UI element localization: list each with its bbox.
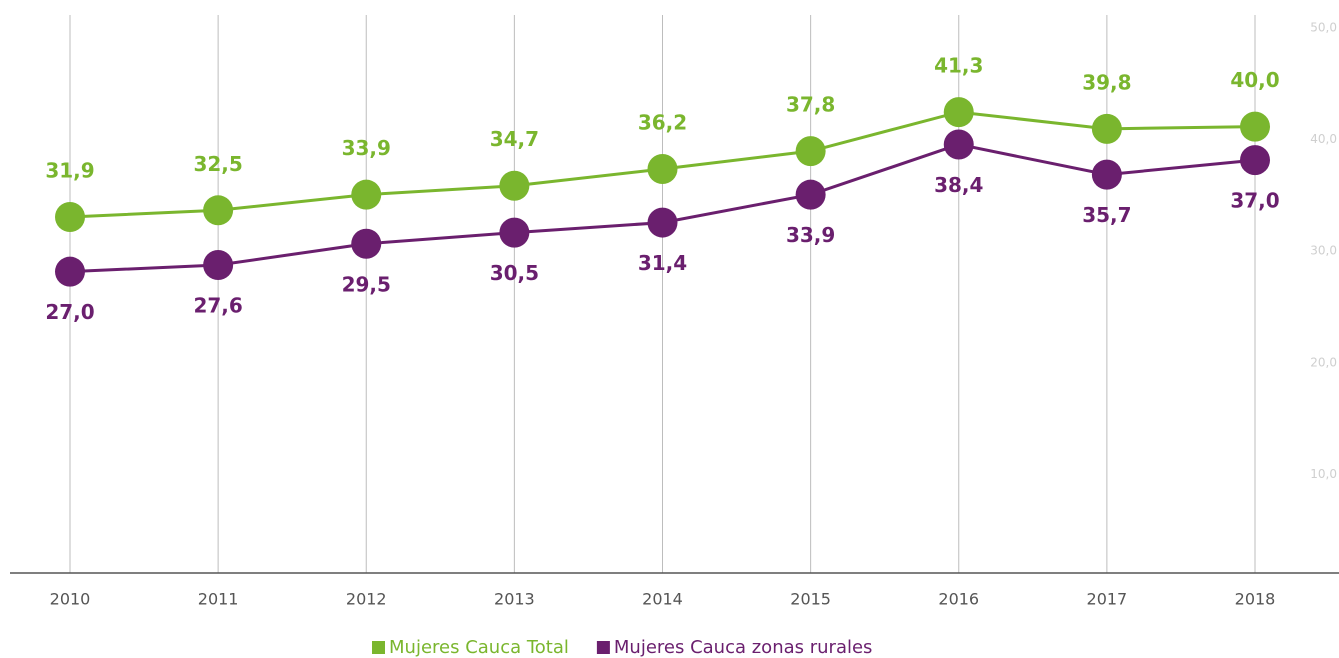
data-label: 31,4	[638, 251, 687, 275]
y-tick-label: 40,0	[1310, 132, 1337, 146]
point	[203, 249, 234, 280]
data-label: 36,2	[638, 111, 687, 135]
x-tick-label: 2017	[1087, 590, 1128, 609]
data-label: 35,7	[1082, 203, 1131, 227]
legend-label: Mujeres Cauca Total	[389, 637, 569, 658]
y-tick-label: 30,0	[1310, 244, 1337, 258]
x-tick-label: 2014	[642, 590, 683, 609]
x-tick-label: 2011	[198, 590, 239, 609]
point	[1240, 111, 1270, 142]
data-label: 39,8	[1082, 70, 1131, 94]
x-tick-label: 2018	[1235, 590, 1276, 609]
point	[795, 179, 826, 210]
y-tick-label: 20,0	[1310, 355, 1337, 369]
x-tick-label: 2016	[938, 590, 979, 609]
data-label: 31,9	[45, 158, 94, 182]
point	[795, 136, 826, 167]
point	[499, 170, 530, 201]
legend-swatch	[372, 641, 385, 654]
x-tick-label: 2013	[494, 590, 535, 609]
data-label: 33,9	[786, 223, 835, 247]
point	[55, 201, 85, 232]
point	[351, 228, 382, 259]
data-label: 41,3	[934, 54, 983, 78]
point	[647, 154, 678, 185]
point	[1240, 145, 1270, 176]
point	[203, 195, 234, 226]
x-tick-label: 2010	[50, 590, 91, 609]
y-tick-label: 50,0	[1310, 21, 1337, 35]
point	[647, 207, 678, 238]
data-label: 32,5	[193, 152, 242, 176]
y-tick-label: 10,0	[1310, 467, 1337, 481]
data-label: 30,5	[490, 261, 539, 285]
legend-label: Mujeres Cauca zonas rurales	[614, 637, 873, 658]
data-label: 38,4	[934, 173, 983, 197]
data-label: 33,9	[342, 136, 391, 160]
point	[1091, 113, 1122, 144]
data-label: 37,8	[786, 93, 835, 117]
data-label: 37,0	[1230, 189, 1279, 213]
data-label: 27,6	[193, 293, 242, 317]
data-label: 27,0	[45, 300, 94, 324]
point	[499, 217, 530, 248]
point	[943, 129, 974, 160]
data-label: 34,7	[490, 127, 539, 151]
legend-swatch	[596, 641, 610, 654]
point	[55, 256, 85, 287]
data-label: 29,5	[342, 272, 391, 296]
point	[351, 179, 382, 210]
point	[1091, 159, 1122, 190]
data-label: 40,0	[1230, 68, 1279, 92]
x-tick-label: 2015	[790, 590, 831, 609]
point	[943, 97, 974, 128]
x-tick-label: 2012	[346, 590, 387, 609]
